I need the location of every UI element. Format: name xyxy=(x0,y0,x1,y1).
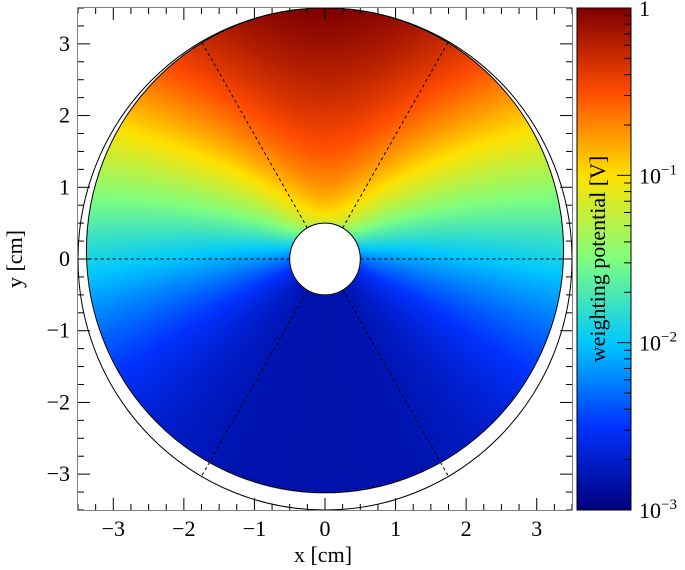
y-tick-label: −3 xyxy=(47,461,70,486)
x-tick-label: −2 xyxy=(172,516,195,541)
colorbar-gradient xyxy=(577,8,631,510)
x-tick-label: 0 xyxy=(320,516,331,541)
x-tick-label: −3 xyxy=(102,516,125,541)
x-axis: −3 −2 −1 0 1 2 3 xyxy=(77,8,573,541)
x-axis-title: x [cm] xyxy=(294,542,352,567)
colorbar-tick-label: 1 xyxy=(639,0,650,21)
colorbar-title: weighting potential [V] xyxy=(585,156,610,363)
y-tick-label: 2 xyxy=(59,103,70,128)
crystal-outline xyxy=(86,8,564,494)
y-axis-title: y [cm] xyxy=(2,230,27,288)
x-tick-label: 1 xyxy=(390,516,401,541)
y-axis: −3 −2 −1 0 1 2 3 xyxy=(47,7,572,511)
colorbar-tick-label: 10−3 xyxy=(639,497,677,523)
colorbar-frame xyxy=(576,7,632,511)
y-tick-label: 3 xyxy=(59,31,70,56)
x-tick-label: 3 xyxy=(531,516,542,541)
borehole-outline xyxy=(289,222,361,296)
y-tick-label: −1 xyxy=(47,318,70,343)
x-tick-label: −1 xyxy=(243,516,266,541)
x-tick-label: 2 xyxy=(461,516,472,541)
y-tick-label: −2 xyxy=(47,389,70,414)
colorbar-tick-label: 10−1 xyxy=(639,162,677,188)
colorbar-tick-label: 10−2 xyxy=(639,330,677,356)
y-tick-label: 0 xyxy=(59,246,70,271)
y-tick-label: 1 xyxy=(59,174,70,199)
detector-geometry xyxy=(78,8,572,510)
